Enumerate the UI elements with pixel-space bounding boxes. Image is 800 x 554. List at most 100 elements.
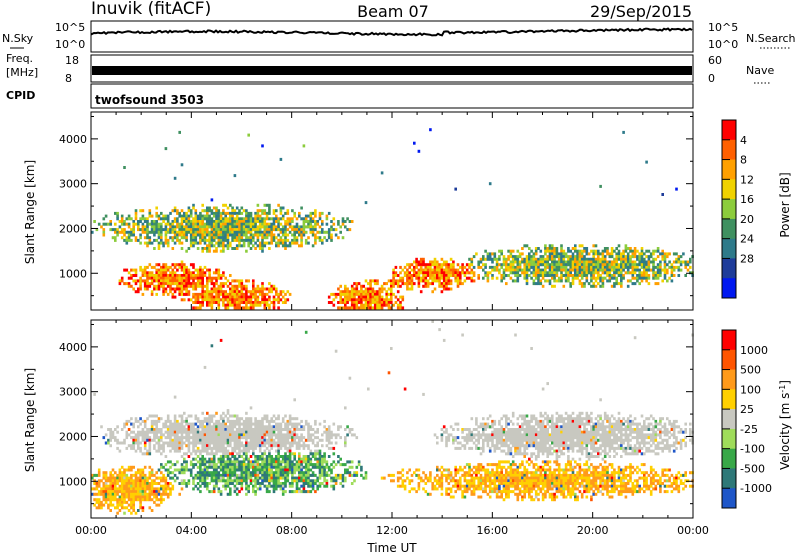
cell [222,247,225,250]
cell [206,279,209,283]
cell [130,476,133,480]
cell [215,428,218,431]
cell [235,441,239,445]
cell [339,301,342,304]
cell [192,295,195,299]
cell [592,276,595,280]
cell [261,225,264,229]
cell [484,265,487,269]
cell [132,479,135,483]
cell [459,276,462,280]
cell [344,292,347,296]
cell [585,252,589,256]
cell [548,255,552,259]
cell [403,271,407,275]
cell [601,284,605,288]
cell [383,301,386,304]
cell [187,247,191,250]
cell [249,228,253,232]
cell [219,428,223,431]
cell [261,298,264,302]
cell [302,225,306,229]
cell [116,473,119,477]
cell [143,228,147,232]
cell [183,460,186,464]
cell [235,279,239,283]
cell [203,425,207,429]
cell [137,487,140,491]
cell [215,279,218,283]
cell [652,276,655,280]
cell [587,271,591,275]
cell [183,214,186,218]
cell [201,284,204,288]
cell [212,206,216,210]
cell [258,301,262,304]
cell [189,276,193,280]
cell [212,468,216,472]
cell [341,306,345,310]
cell [325,436,329,440]
cell [281,419,285,423]
cell [344,287,347,291]
cell [157,487,161,491]
cell [585,249,589,253]
cell [212,490,216,494]
cell [265,301,269,304]
cell [212,436,216,440]
cell [302,482,306,485]
cell [385,290,388,294]
cell [553,252,556,256]
cell [247,468,250,472]
cell [166,284,170,288]
cell [300,236,303,240]
cell [203,484,207,488]
cell [173,441,177,445]
cell [670,271,674,275]
cell [281,455,285,458]
cell [254,482,257,485]
cell [143,279,147,283]
cell [160,241,163,245]
cell [318,225,322,229]
cell [249,446,253,450]
cell [217,274,221,277]
cell [242,433,246,437]
cell [647,260,651,264]
cell [247,290,250,294]
cell [532,260,536,264]
cell [192,279,195,283]
cell [645,255,648,259]
cell [601,282,605,286]
cell [295,460,299,464]
cell [210,292,214,296]
cell [203,438,207,442]
cell [141,471,145,475]
cell [502,260,506,264]
cell [235,482,239,485]
cell [178,225,181,229]
cell [203,436,207,440]
cell [291,238,294,242]
cell [279,465,283,469]
cell [298,476,301,480]
cell [583,247,586,250]
cell [245,303,248,307]
cell [150,428,154,431]
cell [206,460,209,464]
cell [585,265,589,269]
cell [162,444,165,448]
cell [229,479,232,483]
cell [109,444,112,448]
cell [592,265,595,269]
cell [258,471,262,475]
cell [107,428,110,431]
cell [153,222,156,226]
cell [111,430,115,434]
cell [371,279,375,283]
cell [325,471,329,475]
cell [318,422,322,426]
cell [203,225,207,229]
cell [254,222,257,226]
cell [169,284,172,288]
